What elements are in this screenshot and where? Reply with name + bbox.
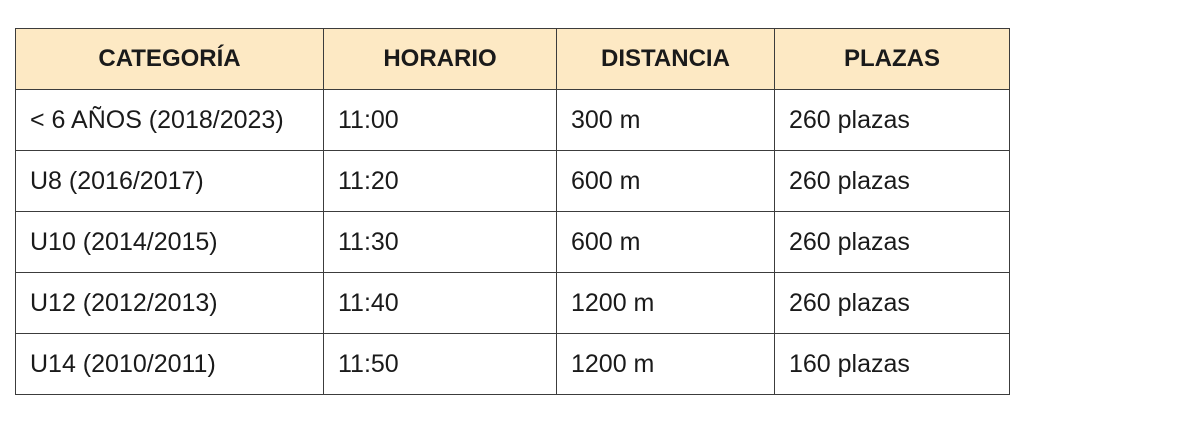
cell-distancia: 600 m [556,150,775,212]
cell-horario: 11:50 [323,333,557,395]
cell-categoria: U8 (2016/2017) [15,150,324,212]
table-row: U10 (2014/2015) 11:30 600 m 260 plazas [15,211,1010,273]
cell-plazas: 160 plazas [774,333,1010,395]
cell-categoria: U12 (2012/2013) [15,272,324,334]
cell-horario: 11:20 [323,150,557,212]
cell-plazas: 260 plazas [774,272,1010,334]
schedule-table: CATEGORÍA HORARIO DISTANCIA PLAZAS < 6 A… [15,28,1010,395]
cell-categoria: U14 (2010/2011) [15,333,324,395]
cell-plazas: 260 plazas [774,89,1010,151]
cell-horario: 11:00 [323,89,557,151]
cell-distancia: 300 m [556,89,775,151]
cell-plazas: 260 plazas [774,150,1010,212]
table-row: U8 (2016/2017) 11:20 600 m 260 plazas [15,150,1010,212]
header-categoria: CATEGORÍA [15,28,324,90]
table-row: U14 (2010/2011) 11:50 1200 m 160 plazas [15,333,1010,395]
cell-categoria: < 6 AÑOS (2018/2023) [15,89,324,151]
cell-categoria: U10 (2014/2015) [15,211,324,273]
cell-horario: 11:30 [323,211,557,273]
cell-plazas: 260 plazas [774,211,1010,273]
header-plazas: PLAZAS [774,28,1010,90]
header-row: CATEGORÍA HORARIO DISTANCIA PLAZAS [15,28,1010,90]
header-distancia: DISTANCIA [556,28,775,90]
table-row: < 6 AÑOS (2018/2023) 11:00 300 m 260 plazas [15,89,1010,151]
cell-distancia: 1200 m [556,333,775,395]
header-horario: HORARIO [323,28,557,90]
table-row: U12 (2012/2013) 11:40 1200 m 260 plazas [15,272,1010,334]
cell-distancia: 1200 m [556,272,775,334]
cell-distancia: 600 m [556,211,775,273]
cell-horario: 11:40 [323,272,557,334]
